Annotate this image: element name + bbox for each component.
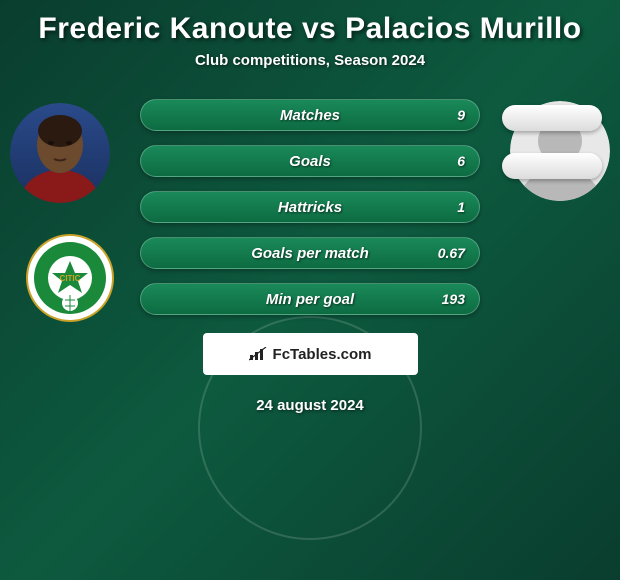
stat-label: Min per goal	[266, 291, 354, 308]
stat-row-goals: Goals 6	[140, 145, 480, 177]
player-left-avatar	[10, 103, 110, 203]
stat-row-min-per-goal: Min per goal 193	[140, 283, 480, 315]
stat-row-hattricks: Hattricks 1	[140, 191, 480, 223]
stat-label: Goals	[289, 153, 331, 170]
stat-label: Goals per match	[251, 245, 369, 262]
club-badge: CITIC	[25, 233, 115, 323]
stat-row-matches: Matches 9	[140, 99, 480, 131]
date-label: 24 august 2024	[20, 397, 600, 414]
brand-badge: FcTables.com	[203, 333, 418, 375]
stat-value: 1	[457, 199, 465, 215]
stat-value: 6	[457, 153, 465, 169]
club-badge-icon: CITIC	[25, 233, 115, 323]
stat-value: 9	[457, 107, 465, 123]
brand-text: FcTables.com	[273, 346, 372, 363]
stat-value: 193	[442, 291, 465, 307]
stats-list: Matches 9 Goals 6 Hattricks 1 Goals per …	[140, 93, 480, 315]
page-title: Frederic Kanoute vs Palacios Murillo	[0, 0, 620, 52]
stat-value: 0.67	[438, 245, 465, 261]
svg-text:CITIC: CITIC	[60, 274, 81, 283]
side-pill-2	[502, 153, 602, 179]
subtitle: Club competitions, Season 2024	[0, 52, 620, 69]
player-avatar-icon	[10, 103, 110, 203]
side-pill-1	[502, 105, 602, 131]
bar-chart-icon	[249, 347, 267, 361]
stat-row-goals-per-match: Goals per match 0.67	[140, 237, 480, 269]
stat-label: Hattricks	[278, 199, 342, 216]
content-area: CITIC Matches 9 Goals 6 Hattricks 1 Goal…	[0, 93, 620, 414]
stat-label: Matches	[280, 107, 340, 124]
